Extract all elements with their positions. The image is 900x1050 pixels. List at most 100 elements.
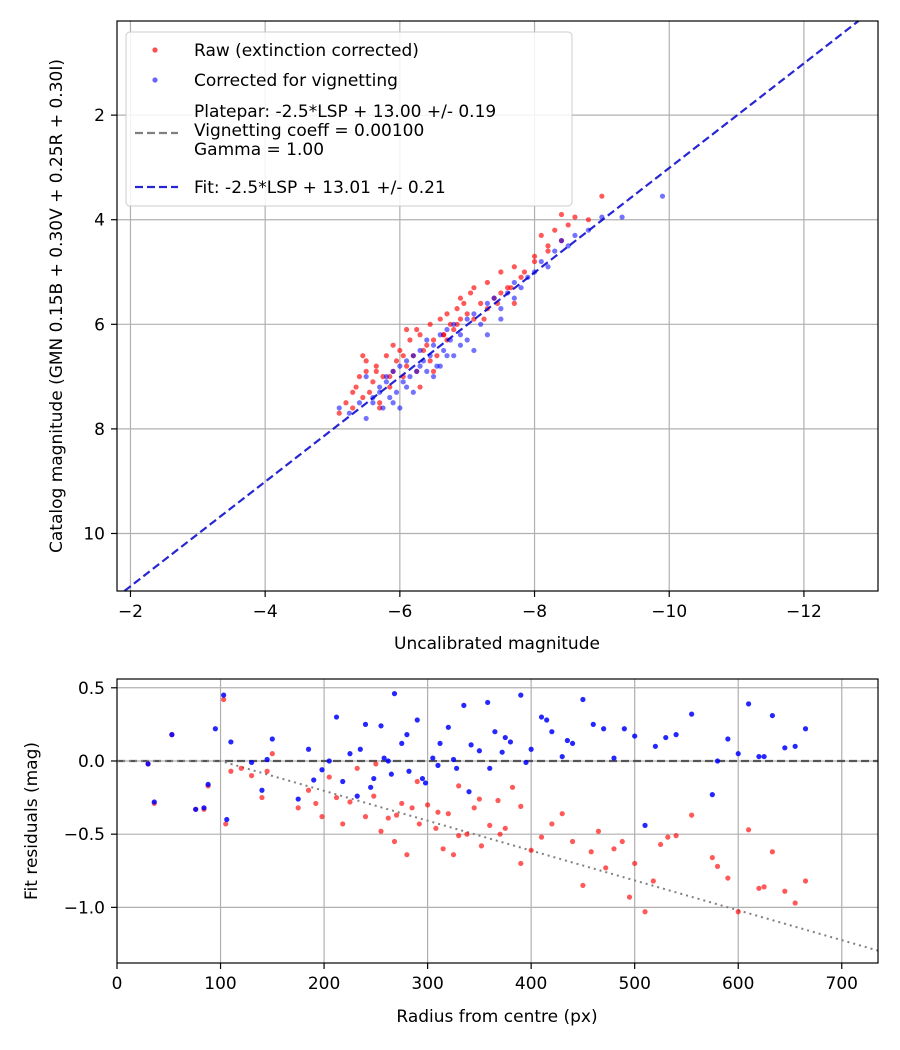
raw-residual-point (611, 846, 617, 852)
corrected-point (377, 384, 383, 390)
corrected-residual-point (391, 691, 398, 697)
raw-point (467, 290, 474, 296)
corrected-point (498, 316, 504, 322)
raw-point (481, 316, 487, 322)
residuals-scatter-chart: 0 100 200 300 400 500 600 700 0.5 0.0 −0.5 −1.0 Ra… (22, 678, 879, 1027)
raw-residual-point (440, 846, 446, 852)
raw-residual-point (313, 800, 319, 807)
vignetting-trend-line (117, 759, 879, 952)
corrected-residual-point (264, 756, 270, 763)
corrected-residual-point (792, 743, 798, 749)
raw-point (457, 316, 464, 322)
corrected-point (346, 410, 352, 416)
raw-point (430, 368, 437, 374)
corrected-point (397, 363, 403, 369)
raw-residual-point (362, 814, 369, 820)
bottom-x-tick-label: 600 (722, 974, 754, 994)
raw-point (498, 269, 504, 275)
raw-point (353, 384, 359, 390)
raw-point (430, 337, 437, 343)
corrected-residual-point (371, 775, 377, 782)
corrected-point (437, 363, 443, 369)
corrected-residual-point (437, 740, 443, 747)
corrected-point (451, 321, 457, 327)
raw-residual-point (518, 803, 524, 809)
raw-residual-point (347, 799, 353, 805)
corrected-residual-point (549, 729, 555, 735)
raw-point (511, 300, 517, 306)
corrected-point (444, 353, 450, 359)
corrected-residual-point (538, 714, 545, 720)
corrected-point (498, 306, 504, 312)
corrected-residual-point (590, 721, 596, 727)
raw-residual-point (745, 827, 752, 833)
raw-residual-point (228, 768, 234, 774)
corrected-residual-point (564, 737, 570, 744)
corrected-residual-point (466, 789, 472, 795)
corrected-point (390, 400, 396, 406)
corrected-residual-point (333, 714, 340, 720)
corrected-point (336, 405, 342, 411)
corrected-point (538, 258, 544, 265)
corrected-residual-point (414, 717, 420, 723)
bottom-x-tick-label: 400 (515, 974, 547, 994)
bottom-x-tick-label: 100 (204, 974, 236, 994)
raw-point (565, 222, 571, 228)
raw-point (363, 368, 369, 374)
raw-residual-point (269, 751, 275, 757)
raw-residual-point (373, 761, 379, 767)
raw-residual-point (588, 849, 594, 855)
corrected-point (437, 332, 443, 338)
raw-point (457, 295, 464, 301)
raw-point (508, 285, 514, 291)
raw-point (437, 316, 443, 322)
raw-point (393, 358, 400, 364)
raw-point (417, 384, 423, 390)
raw-residual-point (619, 838, 625, 845)
bottom-plot-frame (116, 678, 879, 964)
top-x-tick-label: −2 (118, 602, 143, 622)
corrected-point (451, 353, 457, 359)
raw-point (383, 353, 389, 359)
corrected-point (444, 326, 450, 333)
raw-residual-point (295, 805, 301, 811)
corrected-point (383, 379, 389, 385)
corrected-point (484, 300, 490, 306)
corrected-residual-point (145, 761, 151, 767)
raw-residual-point (371, 793, 377, 799)
corrected-residual-point (259, 787, 265, 793)
bottom-y-ticks: 0.5 0.0 −0.5 −1.0 (64, 679, 117, 918)
top-y-tick-label: 2 (94, 106, 105, 126)
bottom-x-tick-label: 0 (112, 974, 123, 994)
top-fit-line (123, 20, 860, 592)
raw-residual-point (456, 783, 462, 789)
raw-residual-point (709, 854, 715, 861)
raw-residual-point (673, 833, 679, 839)
corrected-residual-point (714, 758, 721, 764)
legend-label-platepar-line: Gamma = 1.00 (194, 140, 324, 160)
raw-point (414, 326, 420, 333)
legend-marker-raw (152, 47, 158, 53)
corrected-residual-point (621, 726, 627, 732)
corrected-point (363, 373, 369, 380)
raw-point (454, 306, 460, 312)
corrected-point (511, 295, 517, 301)
corrected-residual-point (652, 743, 658, 749)
raw-point (531, 258, 538, 265)
corrected-residual-point (745, 701, 752, 707)
corrected-residual-point (205, 781, 211, 788)
corrected-residual-point (422, 780, 429, 786)
top-y-tick-label: 8 (94, 420, 105, 440)
corrected-point (410, 353, 416, 359)
bottom-x-tick-label: 700 (826, 974, 858, 994)
raw-point (427, 358, 433, 364)
raw-residual-point (792, 900, 798, 906)
raw-point (366, 389, 373, 395)
bottom-y-axis-label: Fit residuals (mag) (22, 742, 42, 900)
raw-residual-point (333, 794, 340, 801)
raw-residual-point (595, 828, 602, 834)
raw-residual-point (238, 765, 244, 771)
top-x-axis-label: Uncalibrated magnitude (394, 634, 600, 654)
raw-point (478, 300, 484, 306)
